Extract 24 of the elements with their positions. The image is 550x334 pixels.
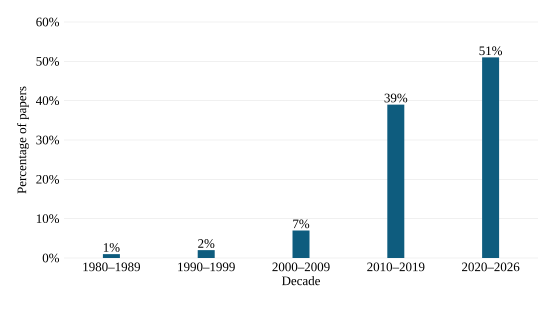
y-tick-label: 50% — [36, 56, 60, 66]
data-label: 51% — [479, 46, 502, 56]
data-label: 7% — [293, 219, 310, 228]
x-tick-label: 2000–2009 — [272, 262, 330, 272]
y-tick-label: 60% — [36, 18, 60, 26]
data-label: 39% — [384, 94, 408, 102]
data-label: 2% — [198, 239, 214, 248]
bar — [482, 57, 500, 258]
x-axis-title: Decade — [282, 276, 320, 286]
y-tick-label: 30% — [36, 136, 60, 144]
bar — [292, 230, 310, 258]
x-tick-label: 1990–1999 — [178, 262, 235, 272]
bar — [102, 254, 120, 258]
y-tick-label: 40% — [36, 96, 60, 106]
x-tick-label: 2020–2026 — [462, 262, 520, 272]
y-tick-label: 10% — [36, 214, 60, 224]
y-tick-label: 20% — [36, 174, 60, 184]
bar — [198, 250, 215, 258]
y-axis-title: Percentage of papers — [16, 86, 29, 194]
data-label: 1% — [104, 243, 120, 252]
x-tick-label: 2010–2019 — [367, 262, 424, 272]
x-tick-label: 1980–1989 — [83, 262, 140, 272]
bar — [387, 104, 404, 258]
y-tick-label: 0% — [42, 254, 60, 262]
